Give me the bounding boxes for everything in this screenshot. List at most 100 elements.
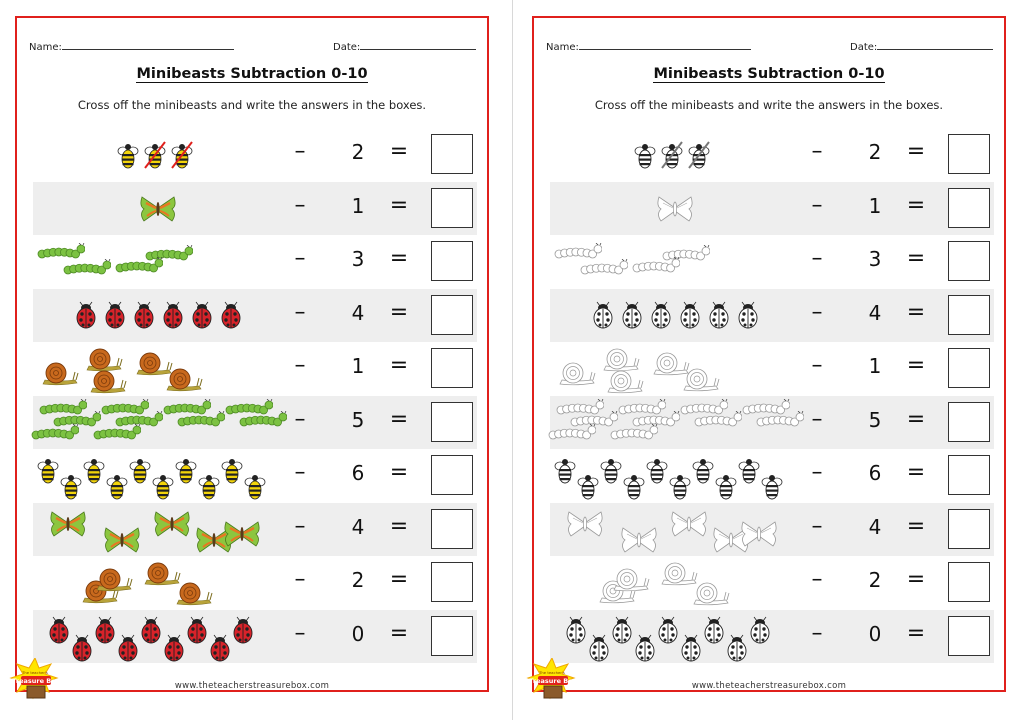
- bee-icon[interactable]: [554, 455, 576, 489]
- caterpillar-icon[interactable]: [662, 244, 711, 267]
- ladybird-icon[interactable]: [679, 634, 703, 666]
- caterpillar-icon[interactable]: [101, 398, 150, 421]
- butterfly-icon[interactable]: [153, 509, 191, 543]
- snail-icon[interactable]: [658, 560, 698, 592]
- caterpillar-icon[interactable]: [39, 398, 88, 421]
- footer-url[interactable]: www.theteacherstreasurebox.com: [691, 681, 847, 691]
- answer-box[interactable]: [948, 562, 990, 602]
- bee-icon[interactable]: [244, 471, 266, 505]
- snail-icon[interactable]: [604, 368, 644, 400]
- ladybird-icon[interactable]: [190, 301, 214, 333]
- bee-icon[interactable]: [738, 455, 760, 489]
- name-line[interactable]: [578, 40, 751, 50]
- answer-box[interactable]: [431, 294, 473, 335]
- bee-icon[interactable]: [129, 455, 151, 489]
- bee-icon[interactable]: [37, 455, 59, 489]
- caterpillar-icon[interactable]: [580, 258, 629, 281]
- ladybird-icon[interactable]: [748, 616, 772, 648]
- snail-icon[interactable]: [141, 560, 181, 592]
- snail-icon[interactable]: [650, 350, 690, 382]
- caterpillar-icon[interactable]: [145, 244, 194, 267]
- caterpillar-icon[interactable]: [680, 398, 729, 421]
- caterpillar-icon[interactable]: [570, 410, 619, 433]
- answer-box[interactable]: [431, 187, 473, 228]
- snail-icon[interactable]: [93, 566, 133, 598]
- snail-icon[interactable]: [133, 350, 173, 382]
- ladybird-icon[interactable]: [93, 616, 117, 648]
- answer-box[interactable]: [948, 455, 990, 495]
- bee-icon[interactable]: [661, 140, 683, 174]
- ladybird-icon[interactable]: [161, 301, 185, 333]
- snail-icon[interactable]: [87, 368, 127, 400]
- date-field[interactable]: Date:: [850, 40, 994, 53]
- ladybird-icon[interactable]: [591, 301, 615, 333]
- caterpillar-icon[interactable]: [694, 410, 743, 433]
- bee-icon[interactable]: [171, 140, 193, 174]
- bee-icon[interactable]: [144, 140, 166, 174]
- answer-box[interactable]: [948, 241, 990, 281]
- snail-icon[interactable]: [173, 580, 213, 612]
- ladybird-icon[interactable]: [231, 616, 255, 648]
- butterfly-icon[interactable]: [103, 525, 141, 559]
- caterpillar-icon[interactable]: [556, 398, 605, 421]
- butterfly-icon[interactable]: [49, 509, 87, 543]
- ladybird-icon[interactable]: [587, 634, 611, 666]
- ladybird-icon[interactable]: [702, 616, 726, 648]
- ladybird-icon[interactable]: [74, 301, 98, 333]
- ladybird-icon[interactable]: [70, 634, 94, 666]
- answer-box[interactable]: [431, 348, 473, 388]
- answer-box[interactable]: [431, 615, 473, 656]
- bee-icon[interactable]: [198, 471, 220, 505]
- snail-icon[interactable]: [39, 360, 79, 392]
- caterpillar-icon[interactable]: [225, 398, 274, 421]
- ladybird-icon[interactable]: [656, 616, 680, 648]
- caterpillar-icon[interactable]: [53, 410, 102, 433]
- date-line[interactable]: [360, 40, 477, 50]
- answer-box[interactable]: [431, 562, 473, 602]
- answer-box[interactable]: [948, 294, 990, 335]
- ladybird-icon[interactable]: [725, 634, 749, 666]
- caterpillar-icon[interactable]: [37, 242, 86, 265]
- bee-icon[interactable]: [83, 455, 105, 489]
- caterpillar-icon[interactable]: [163, 398, 212, 421]
- caterpillar-icon[interactable]: [115, 256, 164, 279]
- bee-icon[interactable]: [669, 471, 691, 505]
- ladybird-icon[interactable]: [564, 616, 588, 648]
- caterpillar-icon[interactable]: [610, 423, 659, 446]
- bee-icon[interactable]: [692, 455, 714, 489]
- ladybird-icon[interactable]: [610, 616, 634, 648]
- name-field[interactable]: Name:: [29, 40, 234, 53]
- answer-box[interactable]: [431, 455, 473, 495]
- ladybird-icon[interactable]: [116, 634, 140, 666]
- snail-icon[interactable]: [690, 580, 730, 612]
- ladybird-icon[interactable]: [103, 301, 127, 333]
- ladybird-icon[interactable]: [208, 634, 232, 666]
- ladybird-icon[interactable]: [736, 301, 760, 333]
- ladybird-icon[interactable]: [47, 616, 71, 648]
- ladybird-icon[interactable]: [620, 301, 644, 333]
- caterpillar-icon[interactable]: [115, 410, 164, 433]
- caterpillar-icon[interactable]: [93, 423, 142, 446]
- bee-icon[interactable]: [634, 140, 656, 174]
- butterfly-icon[interactable]: [223, 519, 261, 553]
- name-line[interactable]: [61, 40, 234, 50]
- answer-box[interactable]: [431, 401, 473, 442]
- date-line[interactable]: [877, 40, 994, 50]
- date-field[interactable]: Date:: [333, 40, 477, 53]
- butterfly-icon[interactable]: [740, 519, 778, 553]
- caterpillar-icon[interactable]: [618, 398, 667, 421]
- bee-icon[interactable]: [646, 455, 668, 489]
- caterpillar-icon[interactable]: [554, 242, 603, 265]
- ladybird-icon[interactable]: [219, 301, 243, 333]
- bee-icon[interactable]: [221, 455, 243, 489]
- ladybird-icon[interactable]: [139, 616, 163, 648]
- snail-icon[interactable]: [680, 366, 720, 398]
- answer-box[interactable]: [948, 508, 990, 549]
- answer-box[interactable]: [948, 348, 990, 388]
- ladybird-icon[interactable]: [162, 634, 186, 666]
- bee-icon[interactable]: [623, 471, 645, 505]
- answer-box[interactable]: [948, 615, 990, 656]
- ladybird-icon[interactable]: [132, 301, 156, 333]
- bee-icon[interactable]: [106, 471, 128, 505]
- answer-box[interactable]: [431, 134, 473, 174]
